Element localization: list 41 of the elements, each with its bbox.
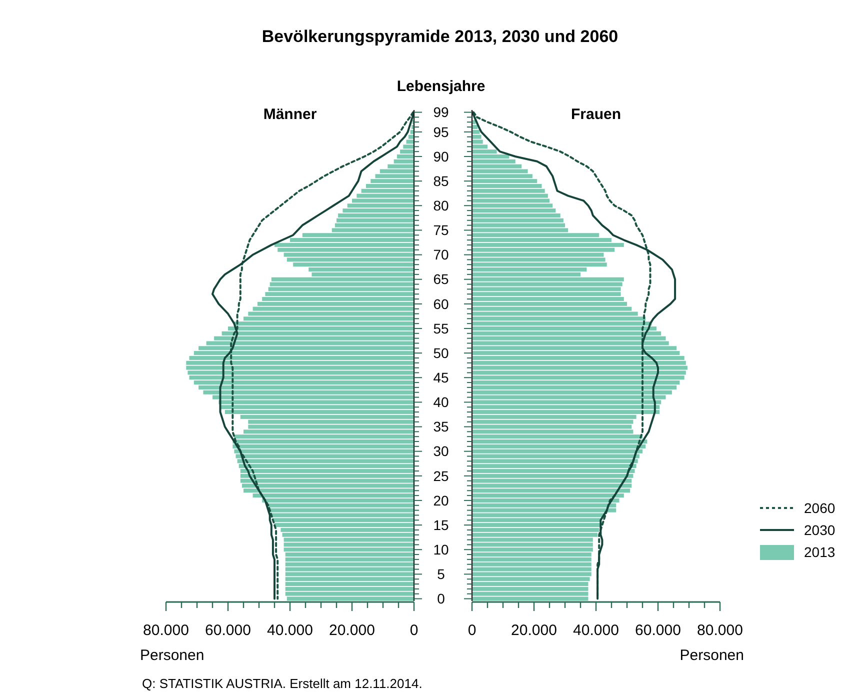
y-tick-label: 5 — [437, 566, 446, 582]
x-tick-label: 80.000 — [143, 622, 189, 639]
y-tick-label: 90 — [433, 148, 449, 164]
y-tick-label: 60 — [433, 296, 449, 312]
x-tick-label: 40.000 — [267, 622, 313, 639]
y-tick-label: 70 — [433, 246, 449, 263]
x-tick-label: 60.000 — [635, 622, 681, 639]
y-tick-label: 0 — [437, 590, 446, 607]
x-axis-title: Personen — [140, 647, 204, 664]
x-tick-label: 80.000 — [697, 622, 743, 639]
x-tick-label: 60.000 — [205, 622, 251, 639]
y-tick-label: 75 — [433, 222, 449, 238]
y-tick-label: 15 — [433, 516, 449, 533]
chart-title: Bevölkerungspyramide 2013, 2030 und 2060 — [262, 27, 618, 46]
legend-label: 2030 — [804, 522, 836, 538]
y-tick-label: 95 — [433, 124, 449, 140]
x-tick-label: 40.000 — [573, 622, 619, 639]
y-tick-label: 55 — [433, 320, 449, 336]
x-axis-title: Personen — [680, 647, 744, 664]
y-tick-label: 65 — [433, 271, 449, 288]
y-tick-label: 50 — [433, 344, 449, 361]
legend-label: 2060 — [804, 500, 836, 516]
y-tick-label: 85 — [433, 172, 449, 189]
y-axis-title: Lebensjahre — [396, 78, 486, 95]
y-tick-label: 80 — [433, 198, 449, 214]
legend-label: 2013 — [804, 544, 836, 560]
chart-subtitle: Männer — [263, 106, 317, 123]
x-tick-label: 20.000 — [329, 622, 375, 639]
y-tick-label: 99 — [433, 104, 449, 120]
chart-subtitle: Frauen — [570, 106, 622, 123]
y-tick-label: 30 — [433, 443, 449, 460]
y-tick-label: 40 — [433, 394, 449, 410]
x-tick-label: 0 — [468, 622, 476, 639]
y-tick-label: 20 — [433, 492, 449, 508]
x-tick-label: 0 — [410, 622, 418, 639]
y-tick-label: 10 — [433, 542, 449, 558]
y-tick-label: 35 — [433, 418, 449, 435]
y-tick-label: 45 — [433, 370, 449, 386]
y-tick-label: 25 — [433, 468, 449, 484]
text: Q: STATISTIK AUSTRIA. Erstellt am 12.11.2014. — [142, 676, 422, 691]
x-tick-label: 20.000 — [511, 622, 557, 639]
